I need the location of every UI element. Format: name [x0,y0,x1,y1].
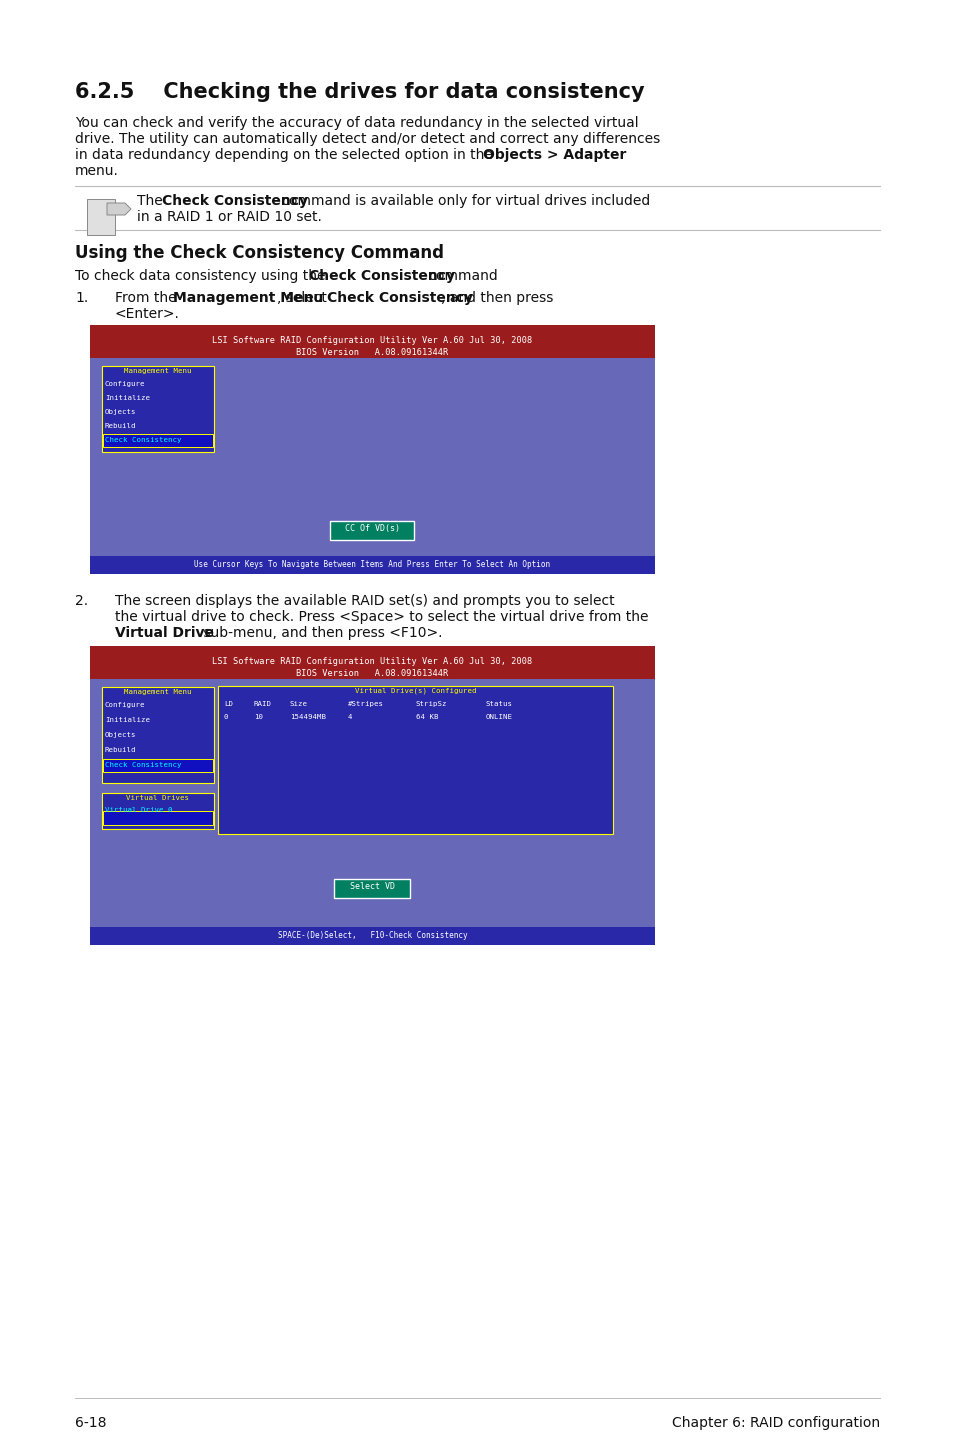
Bar [102,687,213,784]
Bar [335,879,410,897]
Text: BIOS Version   A.08.09161344R: BIOS Version A.08.09161344R [296,348,448,357]
Text: LD: LD [224,700,233,707]
Text: command: command [423,269,497,283]
Text: Status: Status [485,700,513,707]
Bar [103,759,213,772]
Text: 4: 4 [348,715,352,720]
Text: BIOS Version   A.08.09161344R: BIOS Version A.08.09161344R [296,669,448,677]
Text: Virtual Drive: Virtual Drive [115,626,213,640]
Text: 0: 0 [224,715,229,720]
Text: 10: 10 [253,715,263,720]
Polygon shape [87,198,115,234]
Text: menu.: menu. [75,164,119,178]
Text: SPACE-(De)Select,   F10-Check Consistency: SPACE-(De)Select, F10-Check Consistency [277,930,467,940]
Text: command is available only for virtual drives included: command is available only for virtual dr… [276,194,650,209]
Text: CC Of VD(s): CC Of VD(s) [345,523,399,533]
Text: Check Consistency: Check Consistency [327,290,473,305]
Polygon shape [107,203,131,216]
Text: Initialize: Initialize [105,395,150,401]
Text: Virtual Drive 0: Virtual Drive 0 [105,807,172,812]
Bar [90,325,655,358]
Bar [103,811,213,825]
Text: Configure: Configure [105,702,146,707]
Text: Check Consistency: Check Consistency [309,269,455,283]
Text: RAID: RAID [253,700,272,707]
Text: , and then press: , and then press [440,290,553,305]
Text: #Stripes: #Stripes [348,700,384,707]
Text: The: The [137,194,167,209]
Text: Management Menu: Management Menu [124,368,192,374]
Text: 6-18: 6-18 [75,1416,107,1429]
Bar [90,557,655,574]
Text: Objects > Adapter: Objects > Adapter [482,148,626,162]
Text: Initialize: Initialize [105,718,150,723]
Bar [103,434,213,447]
Text: Rebuild: Rebuild [105,423,136,429]
Text: LSI Software RAID Configuration Utility Ver A.60 Jul 30, 2008: LSI Software RAID Configuration Utility … [213,657,532,666]
Bar [90,646,655,679]
Text: From the: From the [115,290,181,305]
Text: ONLINE: ONLINE [485,715,513,720]
Text: 64 KB: 64 KB [416,715,438,720]
Text: 2.: 2. [75,594,88,608]
Text: 1.: 1. [75,290,89,305]
Text: Rebuild: Rebuild [105,746,136,754]
Text: drive. The utility can automatically detect and/or detect and correct any differ: drive. The utility can automatically det… [75,132,659,147]
Text: Use Cursor Keys To Navigate Between Items And Press Enter To Select An Option: Use Cursor Keys To Navigate Between Item… [194,559,550,569]
Bar [102,792,213,828]
Text: Configure: Configure [105,381,146,387]
Bar [330,521,414,541]
Text: Management Menu: Management Menu [124,689,192,695]
Text: Virtual Drives: Virtual Drives [127,795,190,801]
Text: Management Menu: Management Menu [172,290,323,305]
Text: Check Consistency: Check Consistency [105,437,181,443]
Text: , select: , select [276,290,331,305]
Text: Check Consistency: Check Consistency [162,194,308,209]
Bar [218,686,613,834]
Text: sub-menu, and then press <F10>.: sub-menu, and then press <F10>. [199,626,442,640]
Text: Chapter 6: RAID configuration: Chapter 6: RAID configuration [671,1416,879,1429]
Text: You can check and verify the accuracy of data redundancy in the selected virtual: You can check and verify the accuracy of… [75,116,638,129]
Text: Virtual Drive(s) Configured: Virtual Drive(s) Configured [355,687,476,695]
Text: 6.2.5    Checking the drives for data consistency: 6.2.5 Checking the drives for data consi… [75,82,644,102]
Text: Using the Check Consistency Command: Using the Check Consistency Command [75,244,443,262]
Text: Select VD: Select VD [350,881,395,892]
Text: LSI Software RAID Configuration Utility Ver A.60 Jul 30, 2008: LSI Software RAID Configuration Utility … [213,336,532,345]
Bar [90,928,655,945]
Text: Check Consistency: Check Consistency [105,762,181,768]
Text: Size: Size [290,700,308,707]
Text: To check data consistency using the: To check data consistency using the [75,269,330,283]
Text: StripSz: StripSz [416,700,447,707]
Text: Objects: Objects [105,732,136,738]
Bar [90,679,655,928]
Text: The screen displays the available RAID set(s) and prompts you to select: The screen displays the available RAID s… [115,594,614,608]
Text: Objects: Objects [105,408,136,416]
Text: <Enter>.: <Enter>. [115,306,180,321]
Bar [102,367,213,452]
Bar [90,358,655,557]
Text: in a RAID 1 or RAID 10 set.: in a RAID 1 or RAID 10 set. [137,210,321,224]
Text: the virtual drive to check. Press <Space> to select the virtual drive from the: the virtual drive to check. Press <Space… [115,610,648,624]
Text: 154494MB: 154494MB [290,715,326,720]
Text: in data redundancy depending on the selected option in the: in data redundancy depending on the sele… [75,148,497,162]
